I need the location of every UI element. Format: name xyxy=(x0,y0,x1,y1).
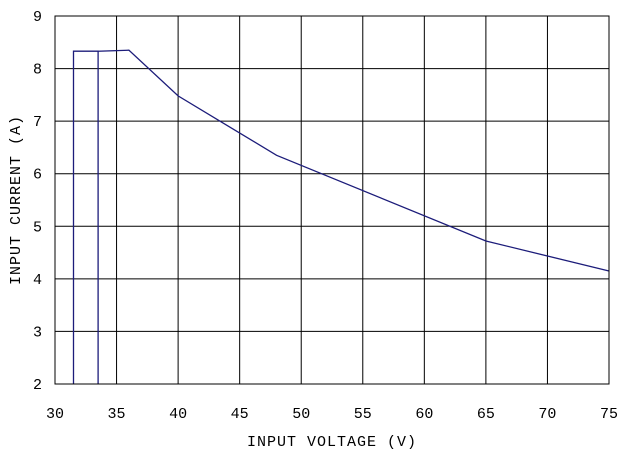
x-tick-label: 30 xyxy=(46,406,64,423)
x-tick-label: 60 xyxy=(415,406,433,423)
y-tick-label: 7 xyxy=(33,114,42,131)
x-tick-label: 75 xyxy=(600,406,618,423)
y-tick-label: 4 xyxy=(33,272,42,289)
x-axis-title: INPUT VOLTAGE (V) xyxy=(247,434,417,451)
grid xyxy=(55,16,609,384)
y-tick-label: 8 xyxy=(33,62,42,79)
plot-frame xyxy=(54,15,610,385)
series-line xyxy=(72,49,610,384)
x-tick-label: 70 xyxy=(538,406,556,423)
x-tick-label: 40 xyxy=(169,406,187,423)
y-tick-label: 2 xyxy=(33,377,42,394)
x-tick-label: 65 xyxy=(477,406,495,423)
x-tick-label: 55 xyxy=(354,406,372,423)
x-tick-label: 35 xyxy=(108,406,126,423)
y-axis-title: INPUT CURRENT (A) xyxy=(8,115,25,285)
series-layer xyxy=(72,49,610,384)
y-tick-label: 6 xyxy=(33,167,42,184)
x-tick-label: 50 xyxy=(292,406,310,423)
x-tick-label: 45 xyxy=(231,406,249,423)
y-tick-label: 9 xyxy=(33,9,42,26)
y-tick-label: 5 xyxy=(33,219,42,236)
y-tick-label: 3 xyxy=(33,324,42,341)
